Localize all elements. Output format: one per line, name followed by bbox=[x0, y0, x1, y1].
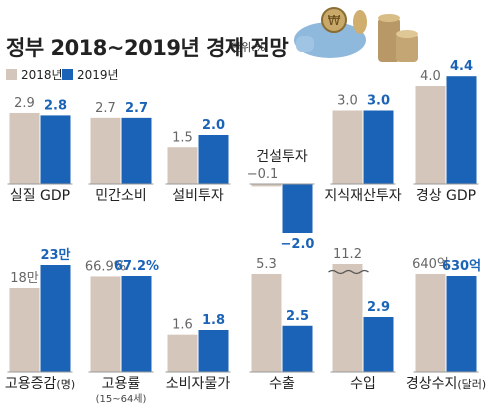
category-label-실질-GDP: 실질 GDP bbox=[10, 188, 70, 204]
legend-label-2019: 2019년 bbox=[77, 68, 119, 82]
data-label-2019-건설투자: −2.0 bbox=[281, 237, 315, 252]
data-label-2018-고용증감: 18만 bbox=[10, 271, 39, 286]
bar-2019-소비자물가 bbox=[198, 330, 229, 372]
data-label-2019-설비투자: 2.0 bbox=[202, 118, 225, 133]
data-label-2018-수출: 5.3 bbox=[256, 257, 277, 272]
bar-2019-경상수지 bbox=[446, 276, 477, 372]
data-label-2018-고용률: 66.9% bbox=[85, 259, 126, 274]
data-label-2019-경상수지: 630억 bbox=[442, 259, 481, 274]
bar-2019-고용률 bbox=[121, 276, 152, 372]
legend-swatch-2018 bbox=[6, 69, 17, 80]
data-label-2019-경상-GDP: 4.4 bbox=[450, 59, 473, 74]
bar-2019-경상-GDP bbox=[446, 76, 477, 184]
category-sublabel-고용률: (15~64세) bbox=[96, 393, 147, 405]
bar-2018-지식재산투자 bbox=[332, 110, 363, 184]
category-label-소비자물가: 소비자물가 bbox=[166, 376, 231, 392]
bar-2018-수출 bbox=[251, 274, 282, 372]
bar-2019-수출 bbox=[282, 325, 313, 372]
legend-item-2019: 2019년 bbox=[62, 66, 119, 83]
category-label-수입: 수입 bbox=[350, 376, 376, 392]
bar-2019-민간소비 bbox=[121, 117, 152, 184]
category-label-민간소비: 민간소비 bbox=[95, 188, 147, 204]
category-label-설비투자: 설비투자 bbox=[172, 188, 224, 204]
bar-2018-수입 bbox=[332, 264, 363, 372]
bar-2018-고용증감 bbox=[9, 288, 40, 372]
data-label-2019-지식재산투자: 3.0 bbox=[367, 94, 390, 109]
category-label-경상수지: 경상수지(달러) bbox=[406, 376, 486, 392]
bar-2018-설비투자 bbox=[167, 147, 198, 184]
category-label-고용증감: 고용증감(명) bbox=[5, 376, 75, 392]
data-label-2018-수입: 11.2 bbox=[333, 247, 362, 262]
bar-2019-수입 bbox=[363, 317, 394, 372]
category-label-수출: 수출 bbox=[269, 376, 295, 392]
bar-2018-소비자물가 bbox=[167, 334, 198, 372]
data-label-2019-실질-GDP: 2.8 bbox=[44, 98, 67, 113]
category-label-고용률: 고용률 bbox=[102, 376, 141, 392]
data-label-2018-경상수지: 640억 bbox=[412, 257, 449, 272]
category-label-경상-GDP: 경상 GDP bbox=[416, 188, 476, 204]
unit-label: 단위:% bbox=[231, 41, 266, 54]
piggy-bank-coins-icon: ₩ bbox=[294, 7, 418, 62]
category-label-건설투자: 건설투자 bbox=[256, 149, 308, 165]
data-label-2019-고용률: 67.2% bbox=[114, 259, 159, 274]
data-label-2018-지식재산투자: 3.0 bbox=[337, 94, 358, 109]
bar-2019-건설투자 bbox=[282, 184, 313, 233]
bar-2018-실질-GDP bbox=[9, 112, 40, 184]
data-label-2018-민간소비: 2.7 bbox=[95, 101, 116, 116]
svg-text:₩: ₩ bbox=[328, 14, 341, 29]
bar-2018-고용률 bbox=[90, 276, 121, 372]
legend-swatch-2019 bbox=[62, 69, 73, 80]
bar-2018-민간소비 bbox=[90, 117, 121, 184]
data-label-2019-수출: 2.5 bbox=[286, 309, 309, 324]
data-label-2018-소비자물가: 1.6 bbox=[172, 318, 193, 333]
bar-2018-경상수지 bbox=[415, 274, 446, 372]
legend-item-2018: 2018년 bbox=[6, 66, 63, 83]
axis-break-icon bbox=[328, 269, 369, 275]
category-label-지식재산투자: 지식재산투자 bbox=[324, 188, 401, 204]
data-label-2019-고용증감: 23만 bbox=[40, 247, 70, 263]
data-label-2018-실질-GDP: 2.9 bbox=[14, 96, 35, 111]
bar-2019-설비투자 bbox=[198, 135, 229, 184]
bar-2019-실질-GDP bbox=[40, 115, 71, 184]
chart-title: 정부 2018~2019년 경제 전망 bbox=[6, 36, 289, 60]
bar-2018-건설투자 bbox=[251, 184, 282, 187]
bar-2018-경상-GDP bbox=[415, 86, 446, 184]
data-label-2018-경상-GDP: 4.0 bbox=[420, 69, 441, 84]
data-label-2019-소비자물가: 1.8 bbox=[202, 313, 225, 328]
data-label-2019-민간소비: 2.7 bbox=[125, 101, 148, 116]
bar-2019-지식재산투자 bbox=[363, 110, 394, 184]
legend-label-2018: 2018년 bbox=[21, 68, 63, 82]
data-label-2019-수입: 2.9 bbox=[367, 300, 390, 315]
data-label-2018-건설투자: −0.1 bbox=[247, 167, 279, 182]
bar-2019-고용증감 bbox=[40, 265, 71, 372]
data-label-2018-설비투자: 1.5 bbox=[172, 130, 193, 145]
